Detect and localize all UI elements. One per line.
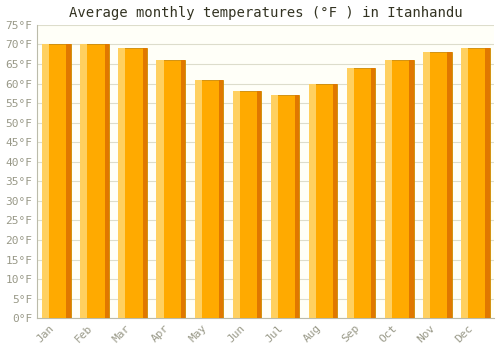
Bar bbox=[423, 52, 430, 318]
Bar bbox=[66, 44, 70, 318]
Bar bbox=[333, 84, 338, 318]
Bar bbox=[371, 68, 376, 318]
Bar bbox=[42, 44, 50, 318]
Bar bbox=[486, 48, 490, 318]
Bar bbox=[409, 60, 414, 318]
Bar bbox=[448, 52, 452, 318]
Title: Average monthly temperatures (°F ) in Itanhandu: Average monthly temperatures (°F ) in It… bbox=[69, 6, 462, 20]
Bar bbox=[118, 48, 147, 318]
Bar bbox=[309, 84, 338, 318]
Bar bbox=[309, 84, 316, 318]
Bar bbox=[270, 95, 300, 318]
Bar bbox=[423, 52, 452, 318]
Bar bbox=[295, 95, 300, 318]
Bar bbox=[232, 91, 261, 318]
Bar bbox=[385, 60, 392, 318]
Bar bbox=[156, 60, 164, 318]
Bar bbox=[270, 95, 278, 318]
Bar bbox=[385, 60, 414, 318]
Bar bbox=[232, 91, 239, 318]
Bar bbox=[80, 44, 109, 318]
Bar bbox=[118, 48, 126, 318]
Bar bbox=[80, 44, 87, 318]
Bar bbox=[180, 60, 185, 318]
Bar bbox=[219, 80, 223, 318]
Bar bbox=[461, 48, 490, 318]
Bar bbox=[194, 80, 223, 318]
Bar bbox=[104, 44, 109, 318]
Bar bbox=[257, 91, 261, 318]
Bar bbox=[347, 68, 354, 318]
Bar bbox=[156, 60, 185, 318]
Bar bbox=[461, 48, 468, 318]
Bar bbox=[194, 80, 202, 318]
Bar bbox=[142, 48, 147, 318]
Bar bbox=[347, 68, 376, 318]
Bar bbox=[42, 44, 70, 318]
